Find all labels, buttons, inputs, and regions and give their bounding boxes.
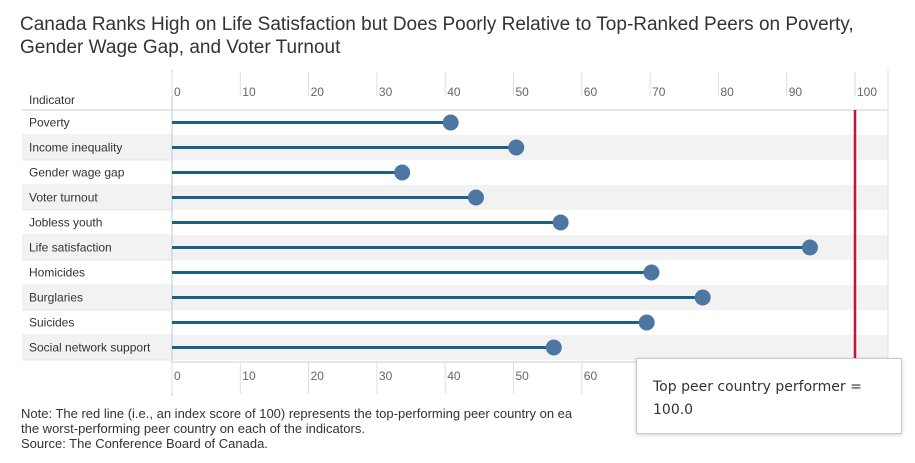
x-tick-label: 50 <box>516 85 530 99</box>
category-label: Gender wage gap <box>29 166 125 180</box>
category-label: Poverty <box>29 116 70 130</box>
x-tick-label: 60 <box>584 85 598 99</box>
lollipop-stems <box>172 121 810 349</box>
x-tick-label: 40 <box>447 85 461 99</box>
lollipop-dot <box>694 289 711 306</box>
row-bands <box>22 134 888 361</box>
chart-title: Canada Ranks High on Life Satisfaction b… <box>20 14 854 58</box>
note-line-2: the worst-performing peer country on eac… <box>21 421 365 436</box>
x-tick-label: 80 <box>720 85 734 99</box>
note-line-1: Note: The red line (i.e., an index score… <box>21 406 573 421</box>
x-tick-label: 90 <box>789 85 803 99</box>
lollipop-dot <box>545 339 562 356</box>
category-header: Indicator <box>29 93 75 107</box>
lollipop-dots <box>394 114 818 356</box>
category-label: Jobless youth <box>29 216 102 230</box>
x-tick-label: 0 <box>174 85 181 99</box>
category-label: Life satisfaction <box>29 241 112 255</box>
chart-note: Note: The red line (i.e., an index score… <box>21 406 901 451</box>
lollipop-dot <box>394 164 411 181</box>
lollipop-dot <box>552 214 569 231</box>
x-tick-label-bottom: 30 <box>379 369 393 383</box>
lollipop-dot <box>508 139 525 156</box>
lollipop-dot <box>467 189 484 206</box>
x-tick-label-bottom: 40 <box>447 369 461 383</box>
x-tick-label: 20 <box>311 85 325 99</box>
lollipop-dot <box>442 114 459 131</box>
x-tick-label-bottom: 20 <box>311 369 325 383</box>
bottom-axis-ticks: 0 10 20 30 40 50 60 <box>171 362 598 394</box>
category-label: Income inequality <box>29 141 122 155</box>
reference-tooltip: Top peer country performer = 100.0 <box>636 358 902 434</box>
x-tick-label: 100 <box>857 85 877 99</box>
tooltip-label: Top peer country performer = <box>653 379 862 395</box>
x-tick-label-bottom: 50 <box>516 369 530 383</box>
top-axis-ticks: 0 10 20 30 40 50 60 70 80 90 100 <box>171 72 877 99</box>
lollipop-dot <box>638 314 655 331</box>
category-label: Social network support <box>29 341 151 355</box>
x-tick-label-bottom: 60 <box>584 369 598 383</box>
x-tick-label-bottom: 10 <box>242 369 256 383</box>
category-labels: Poverty Income inequality Gender wage gap V… <box>29 116 151 355</box>
x-tick-label: 30 <box>379 85 393 99</box>
lollipop-dot <box>643 264 660 281</box>
category-label: Homicides <box>29 266 85 280</box>
category-label: Burglaries <box>29 291 83 305</box>
x-tick-label: 10 <box>242 85 256 99</box>
x-tick-label-bottom: 0 <box>174 369 181 383</box>
category-label: Suicides <box>29 316 74 330</box>
source-line: Source: The Conference Board of Canada. <box>21 436 268 451</box>
category-label: Voter turnout <box>29 191 98 205</box>
tooltip-value: 100.0 <box>653 402 694 418</box>
lollipop-dot <box>801 239 818 256</box>
x-tick-label: 70 <box>652 85 666 99</box>
